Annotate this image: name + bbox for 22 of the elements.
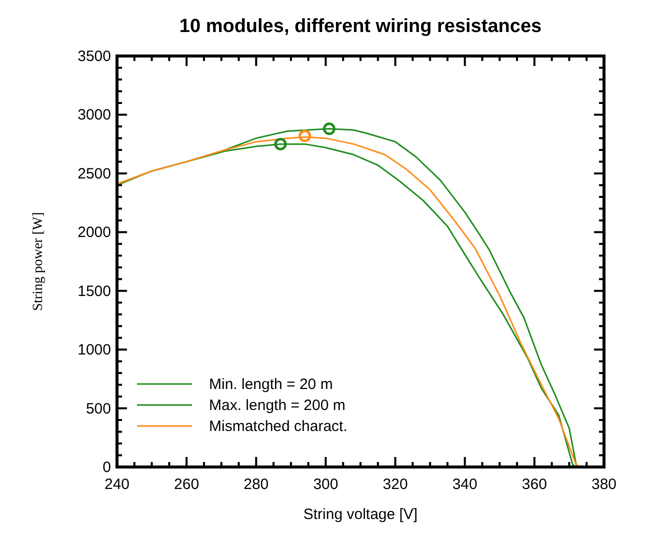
x-tick-label: 360: [522, 476, 547, 493]
legend-label: Max. length = 200 m: [209, 397, 346, 414]
y-tick-label: 1000: [78, 342, 111, 359]
x-tick-label: 300: [313, 476, 338, 493]
x-tick-label: 320: [382, 476, 408, 493]
legend-label: Min. length = 20 m: [209, 376, 333, 393]
y-axis-title: String power [W]: [31, 212, 46, 311]
y-tick-label: 3000: [78, 106, 111, 124]
y-tick-label: 3500: [78, 48, 111, 65]
x-tick-label: 240: [104, 476, 130, 493]
y-tick-label: 2000: [78, 224, 111, 242]
y-tick-label: 500: [86, 400, 111, 418]
y-tick-label: 1500: [78, 282, 111, 300]
x-axis-title: String voltage [V]: [303, 506, 418, 523]
x-tick-label: 380: [591, 476, 617, 493]
legend-label: Mismatched charact.: [209, 418, 348, 435]
y-tick-label: 0: [102, 459, 111, 476]
x-tick-label: 280: [244, 476, 269, 493]
x-tick-label: 260: [174, 476, 200, 493]
x-tick-label: 340: [452, 476, 478, 493]
y-tick-label: 2500: [78, 165, 111, 182]
chart-title: 10 modules, different wiring resistances: [179, 16, 542, 37]
